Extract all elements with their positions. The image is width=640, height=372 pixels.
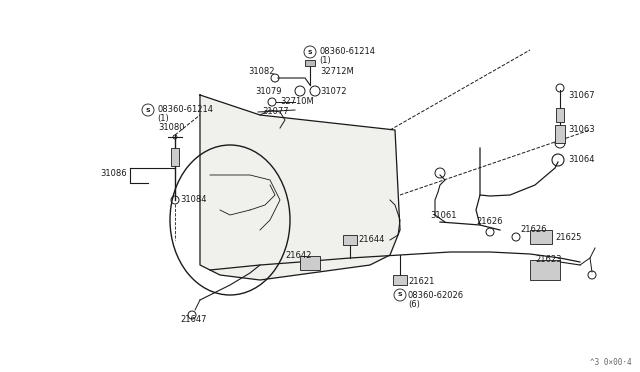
Text: 31086: 31086	[100, 169, 127, 177]
Text: S: S	[308, 49, 312, 55]
Bar	[530, 230, 552, 244]
Text: S: S	[397, 292, 403, 298]
Bar	[530, 260, 560, 280]
Text: (1): (1)	[319, 55, 331, 64]
Bar	[171, 148, 179, 166]
Text: 21644: 21644	[358, 235, 385, 244]
Text: 31067: 31067	[568, 90, 595, 99]
Text: 31061: 31061	[430, 211, 456, 219]
Text: 31084: 31084	[180, 196, 207, 205]
Text: ^3 0×00·4: ^3 0×00·4	[590, 358, 632, 367]
Text: 21647: 21647	[180, 315, 207, 324]
Text: 21625: 21625	[555, 232, 581, 241]
Bar	[300, 256, 320, 270]
Text: 31063: 31063	[568, 125, 595, 135]
Text: 31082: 31082	[248, 67, 275, 77]
Bar	[556, 108, 564, 122]
Text: 21626: 21626	[520, 225, 547, 234]
Text: 31064: 31064	[568, 155, 595, 164]
Text: 32710M: 32710M	[280, 97, 314, 106]
Bar	[343, 235, 357, 245]
Text: (1): (1)	[157, 113, 169, 122]
Text: 08360-61214: 08360-61214	[157, 106, 213, 115]
Bar	[393, 275, 407, 285]
Text: 08360-62026: 08360-62026	[408, 291, 464, 299]
Text: 08360-61214: 08360-61214	[319, 48, 375, 57]
Text: S: S	[146, 108, 150, 112]
Text: (6): (6)	[408, 299, 420, 308]
Text: 31072: 31072	[320, 87, 346, 96]
Bar	[305, 60, 315, 66]
Polygon shape	[200, 95, 400, 280]
Text: 32712M: 32712M	[320, 67, 354, 77]
Text: 21621: 21621	[408, 278, 435, 286]
Text: 31077: 31077	[262, 108, 289, 116]
Text: 21623: 21623	[535, 256, 561, 264]
Text: 21642: 21642	[285, 251, 312, 260]
Bar	[555, 125, 565, 143]
Text: 21626: 21626	[476, 218, 502, 227]
Text: 31079: 31079	[255, 87, 282, 96]
Text: 31080: 31080	[158, 122, 184, 131]
